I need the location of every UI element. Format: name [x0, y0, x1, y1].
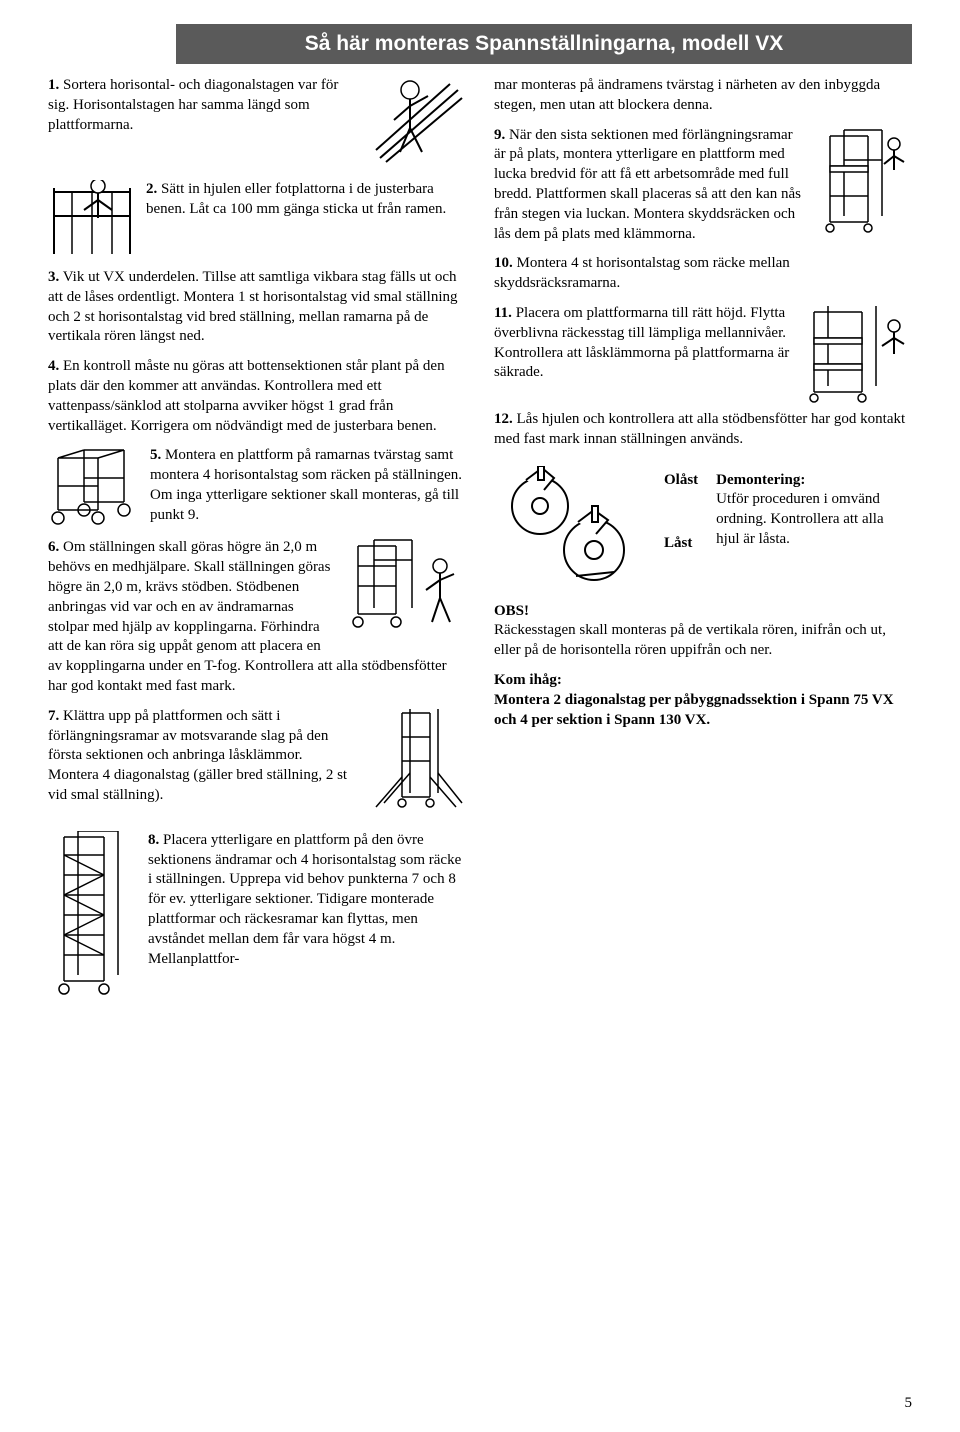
remember-heading: Kom ihåg:	[494, 672, 562, 688]
step-5-text: Montera en plattform på ramarnas tvärsta…	[150, 447, 462, 522]
dismount-text: Utför proceduren i omvänd ordning. Kontr…	[716, 490, 886, 549]
page-title-bar: Så här monteras Spannställningarna, mode…	[176, 24, 912, 64]
scaffold-platform-illustration	[816, 126, 912, 236]
step-8-text: Placera ytterligare en plattform på den …	[148, 832, 461, 967]
step-8: 8. Placera ytterligare en plattform på d…	[148, 831, 466, 970]
step-3-text: Vik ut VX underdelen. Tillse att samtlig…	[48, 269, 458, 344]
step-10-number: 10.	[494, 255, 513, 271]
step-10: 10. Montera 4 st horisontalstag som räck…	[494, 254, 912, 294]
step-2-text: Sätt in hjulen eller fotplattorna i de j…	[146, 181, 446, 217]
step-5-number: 5.	[150, 447, 161, 463]
scaffold-outriggers-illustration	[366, 707, 466, 817]
step-1-text: Sortera horisontal- och diagonalstagen v…	[48, 77, 338, 133]
tall-scaffold-illustration	[48, 831, 136, 999]
step-4-text: En kontroll måste nu göras att bottensek…	[48, 358, 445, 433]
remember-text: Montera 2 diagonalstag per påbyggnadssek…	[494, 692, 894, 728]
step-7-number: 7.	[48, 708, 59, 724]
obs-block: OBS! Räckesstagen skall monteras på de v…	[494, 602, 912, 661]
obs-text: Räckesstagen skall monteras på de vertik…	[494, 622, 886, 658]
step-9-number: 9.	[494, 127, 505, 143]
step-7-text: Klättra upp på plattformen och sätt i fö…	[48, 708, 347, 803]
step-11-number: 11.	[494, 305, 512, 321]
step-12: 12. Lås hjulen och kontrollera att alla …	[494, 410, 912, 450]
step-9-text: När den sista sektionen med förlängnings…	[494, 127, 801, 242]
step-8-continuation: mar monteras på ändramens tvärstag i när…	[494, 76, 912, 116]
step-5: 5. Montera en plattform på ramarnas tvär…	[148, 446, 466, 525]
step-12-text: Lås hjulen och kontrollera att alla stöd…	[494, 411, 905, 447]
right-column: mar monteras på ändramens tvärstag i när…	[494, 76, 912, 1005]
step-12-number: 12.	[494, 411, 513, 427]
step-6-number: 6.	[48, 539, 59, 555]
step-3-number: 3.	[48, 269, 59, 285]
worker-sorting-illustration	[366, 76, 466, 166]
step-3: 3. Vik ut VX underdelen. Tillse att samt…	[48, 268, 466, 347]
step-8-number: 8.	[148, 832, 159, 848]
obs-heading: OBS!	[494, 603, 529, 619]
scaffold-helper-illustration	[346, 538, 466, 634]
remember-block: Kom ihåg: Montera 2 diagonalstag per påb…	[494, 671, 912, 730]
scaffold-adjust-illustration	[802, 304, 912, 404]
step-11-text: Placera om plattformarna till rätt höjd.…	[494, 305, 789, 380]
unlocked-label: Olåst	[664, 471, 698, 491]
dismount-heading: Demontering:	[716, 471, 886, 491]
step-10-text: Montera 4 st horisontalstag som räcke me…	[494, 255, 790, 291]
worker-railing-illustration	[48, 180, 136, 262]
step-4-number: 4.	[48, 358, 59, 374]
step-4: 4. En kontroll måste nu göras att botten…	[48, 357, 466, 436]
locked-label: Låst	[664, 534, 698, 554]
wheel-lock-diagram: Olåst Låst Demontering: Utför proceduren…	[494, 466, 912, 586]
two-column-layout: 1. Sortera horisontal- och diagonalstage…	[48, 76, 912, 1005]
page-number: 5	[905, 1395, 913, 1412]
wheels-illustration	[494, 466, 644, 586]
left-column: 1. Sortera horisontal- och diagonalstage…	[48, 76, 466, 1005]
step-1-number: 1.	[48, 77, 59, 93]
step-2-number: 2.	[146, 181, 157, 197]
scaffold-base-illustration	[48, 446, 140, 532]
